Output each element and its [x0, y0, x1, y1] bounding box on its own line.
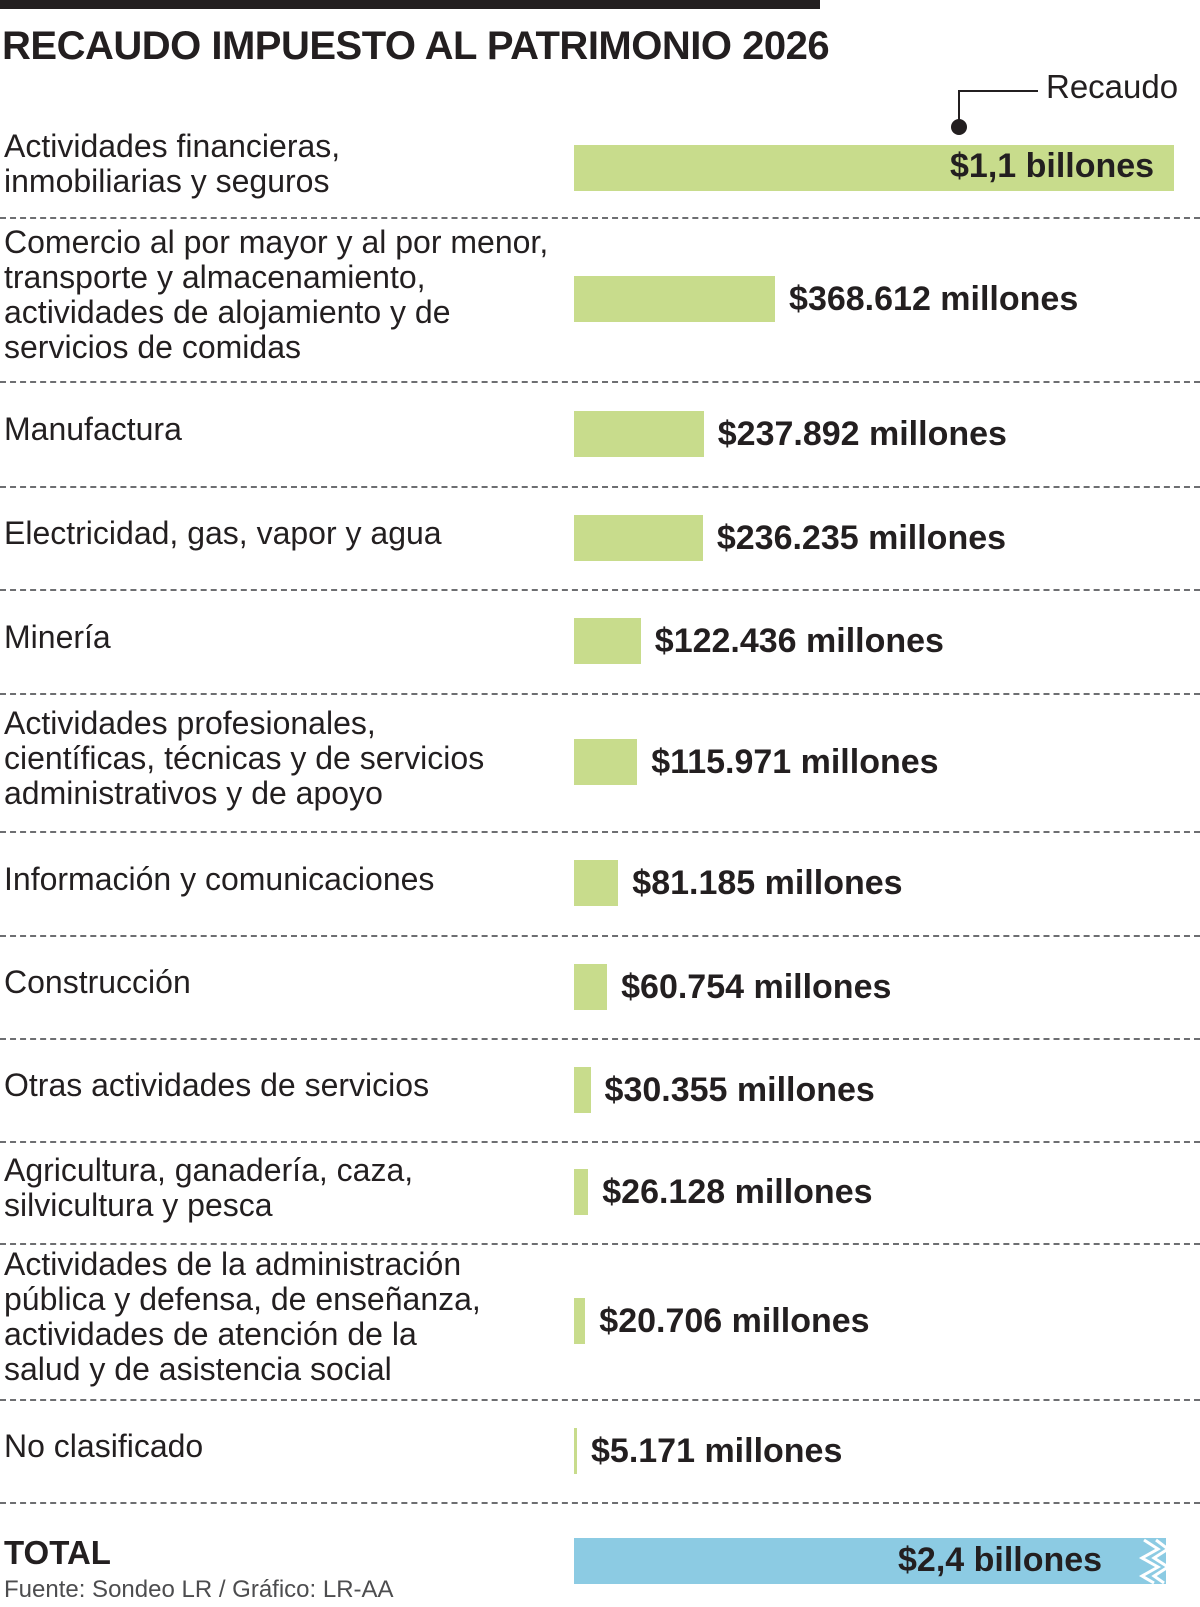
value-label: $26.128 millones — [602, 1173, 873, 1211]
value-label: $30.355 millones — [604, 1070, 875, 1109]
category-label: Comercio al por mayor y al por menor, tr… — [4, 224, 549, 365]
bar — [574, 1066, 591, 1113]
value-label: $237.892 millones — [717, 414, 1007, 453]
category-label: Minería — [4, 618, 111, 655]
legend-leader-line — [958, 90, 1038, 92]
row-separator — [0, 1399, 1200, 1401]
total-bar — [574, 1538, 1166, 1584]
value-label: $115.971 millones — [651, 743, 939, 781]
category-label: Construcción — [4, 964, 191, 1000]
top-rule — [0, 0, 820, 9]
category-label: Manufactura — [4, 411, 182, 447]
category-label: Información y comunicaciones — [4, 860, 435, 897]
category-label: No clasificado — [4, 1428, 204, 1464]
category-label: Actividades profesionales, científicas, … — [4, 704, 485, 811]
category-label: Otras actividades de servicios — [4, 1067, 430, 1103]
total-label: TOTAL — [4, 1534, 111, 1571]
bar — [574, 860, 619, 906]
category-label: Agricultura, ganadería, caza, silvicultu… — [4, 1152, 414, 1223]
bar — [574, 1427, 577, 1474]
bar — [574, 739, 638, 785]
value-label: $20.706 millones — [599, 1302, 870, 1340]
bar — [574, 1298, 586, 1344]
row-separator — [0, 1038, 1200, 1040]
source-note: Fuente: Sondeo LR / Gráfico: LR-AA — [4, 1576, 394, 1603]
row-separator — [0, 217, 1200, 219]
row-separator — [0, 589, 1200, 591]
row-separator — [0, 1243, 1200, 1245]
row-separator — [0, 693, 1200, 695]
value-label: $81.185 millones — [632, 864, 903, 902]
row-separator — [0, 381, 1200, 383]
bar — [574, 144, 1174, 191]
bar — [574, 963, 608, 1010]
row-separator — [0, 935, 1200, 937]
axis-break-icon — [1138, 1538, 1170, 1584]
value-label: $236.235 millones — [716, 518, 1007, 557]
bar — [574, 618, 641, 664]
row-separator — [0, 1141, 1200, 1143]
bar — [574, 514, 703, 561]
legend-dot-icon — [951, 119, 967, 135]
legend-label: Recaudo — [1046, 68, 1179, 105]
chart-title: RECAUDO IMPUESTO AL PATRIMONIO 2026 — [2, 24, 830, 68]
value-label: $368.612 millones — [789, 280, 1079, 318]
category-label: Electricidad, gas, vapor y agua — [4, 515, 442, 551]
row-separator — [0, 486, 1200, 488]
category-label: Actividades de la administración pública… — [4, 1246, 481, 1387]
value-label: $5.171 millones — [591, 1431, 843, 1470]
bar — [574, 410, 704, 457]
bar — [574, 276, 776, 322]
legend-leader-stem — [958, 90, 960, 126]
bar — [574, 1169, 589, 1215]
category-label: Actividades financieras, inmobiliarias y… — [4, 127, 341, 199]
row-separator — [0, 831, 1200, 833]
total-value-label: $2,4 billones — [898, 1541, 1103, 1579]
value-label: $122.436 millones — [654, 622, 944, 660]
row-separator — [0, 1502, 1200, 1504]
value-label: $60.754 millones — [621, 967, 892, 1006]
value-label: $1,1 billones — [950, 146, 1155, 185]
